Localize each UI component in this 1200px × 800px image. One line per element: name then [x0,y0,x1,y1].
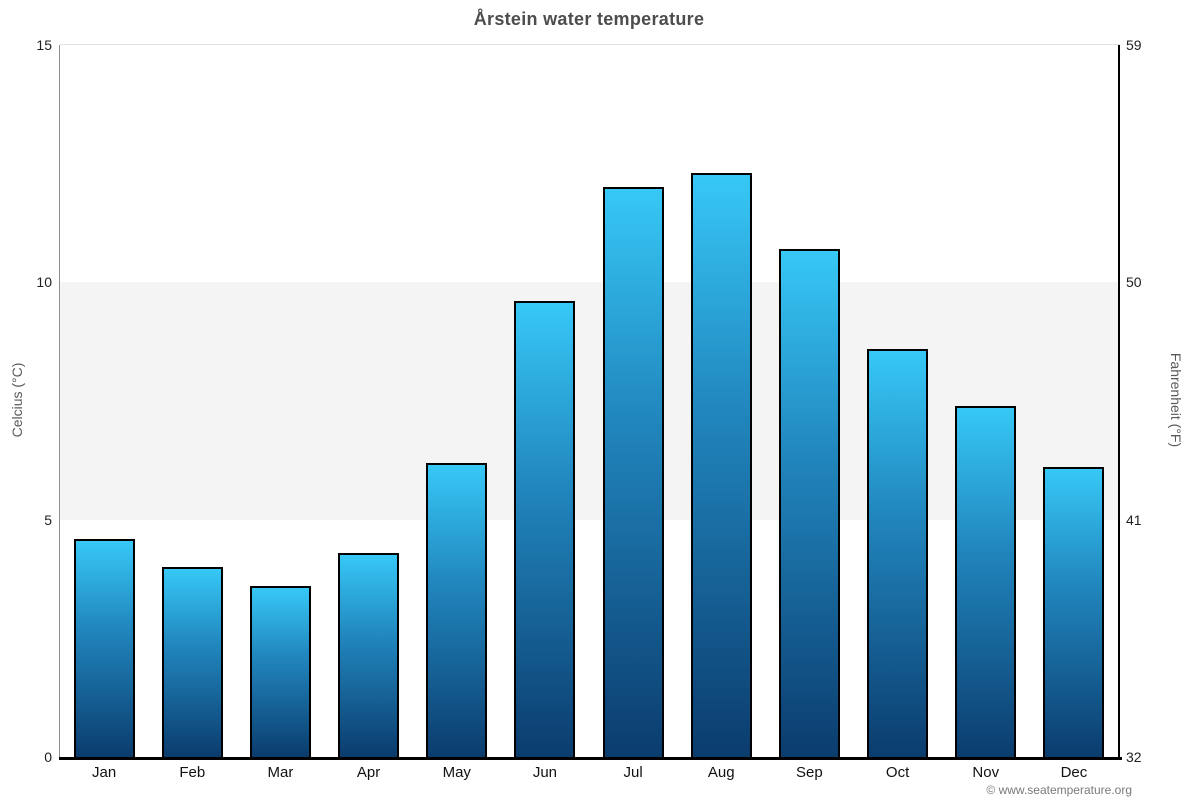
bar-jul [602,187,664,757]
xlabel-sep: Sep [796,764,823,781]
plot-area [60,45,1118,757]
bar-sep [778,249,840,757]
plot-top-border [60,44,1120,45]
ytick-fahrenheit-32: 32 [1126,749,1142,765]
chart-title: Årstein water temperature [473,9,705,29]
xlabel-aug: Aug [707,764,735,781]
ytick-celsius-5: 5 [44,511,52,528]
copyright-text: © www.seatemperature.org [986,783,1132,797]
y-axis-label-celsius: Celcius (°C) [9,362,25,438]
xlabel-oct: Oct [885,764,910,781]
bar-apr [338,552,400,757]
xlabel-apr: Apr [356,764,381,781]
y-axis-line-left [59,45,60,757]
bar-dec [1043,467,1105,757]
plot-band-5-10 [60,282,1118,520]
ytick-fahrenheit-59: 59 [1126,37,1142,53]
y-axis-line-right [1118,45,1120,757]
bar-oct [867,348,929,757]
xlabel-may: May [442,764,471,781]
ytick-celsius-15: 15 [36,37,52,53]
xlabel-jul: Jul [623,764,643,781]
bar-aug [690,173,752,757]
y-axis-label-fahrenheit: Fahrenheit (°F) [1168,352,1184,448]
ytick-fahrenheit-41: 41 [1126,511,1142,528]
bar-may [426,462,488,757]
bar-jun [514,301,576,757]
xlabel-feb: Feb [179,764,206,781]
ytick-fahrenheit-50: 50 [1126,274,1142,291]
ytick-celsius-0: 0 [44,749,52,765]
bar-jan [73,538,135,757]
xlabel-jan: Jan [91,764,117,781]
bar-nov [955,405,1017,757]
bar-mar [249,586,311,757]
bar-feb [161,567,223,757]
xlabel-mar: Mar [267,764,294,781]
xlabel-jun: Jun [532,764,557,781]
ytick-celsius-10: 10 [36,274,52,291]
xlabel-nov: Nov [972,764,1000,781]
xlabel-dec: Dec [1060,764,1088,781]
x-axis-line [59,757,1122,760]
